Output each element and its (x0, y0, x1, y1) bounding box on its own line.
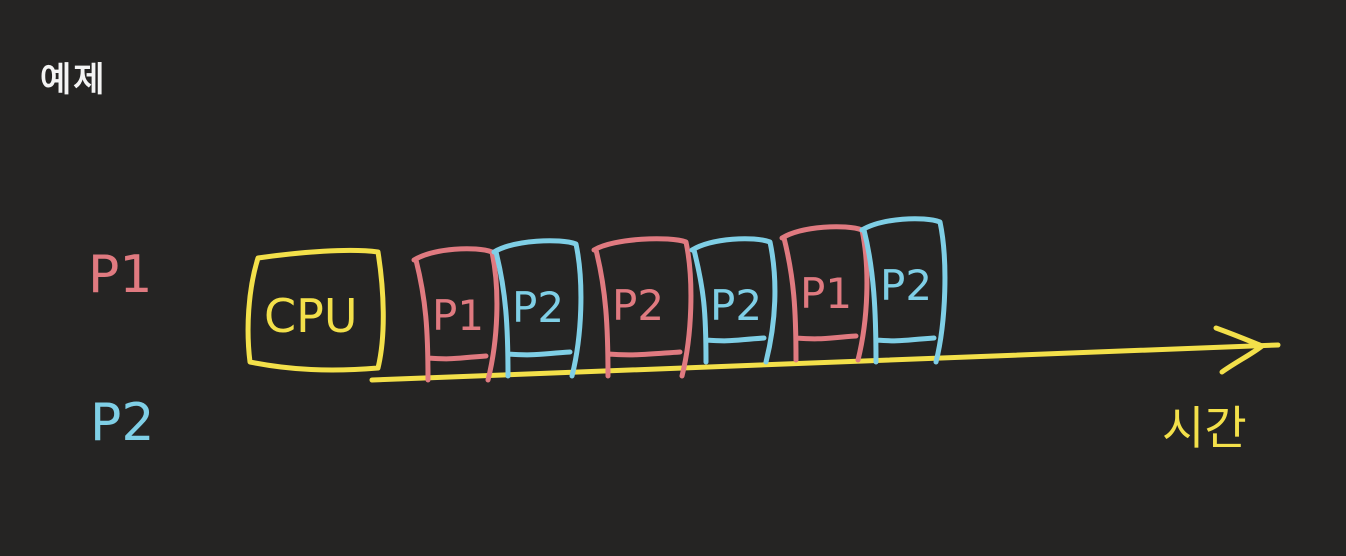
timeline-block-6 (859, 216, 948, 365)
process-label-p1: P1 (88, 245, 152, 305)
timeline-block-3 (591, 236, 694, 379)
timeline-block-label-5: P1 (800, 269, 852, 318)
timeline-block-label-3: P2 (612, 281, 664, 330)
timeline-block-label-4: P2 (710, 281, 762, 330)
time-axis-arrow (1213, 325, 1265, 375)
timeline-block-label-2: P2 (512, 283, 564, 332)
timeline-block-label-6: P2 (880, 261, 932, 310)
timeline-blocks: P1 P2 P2 P2 P1 P2 (411, 216, 948, 383)
time-axis (369, 342, 1281, 383)
process-label-p2: P2 (90, 393, 154, 453)
timeline-block-4 (689, 236, 778, 365)
time-axis-label: 시간 (1162, 401, 1247, 455)
page-title: 예제 (40, 60, 107, 100)
timeline-block-2 (491, 238, 584, 379)
timeline-block-label-1: P1 (432, 291, 484, 340)
cpu-box (245, 247, 386, 373)
cpu-label: CPU (264, 289, 358, 343)
